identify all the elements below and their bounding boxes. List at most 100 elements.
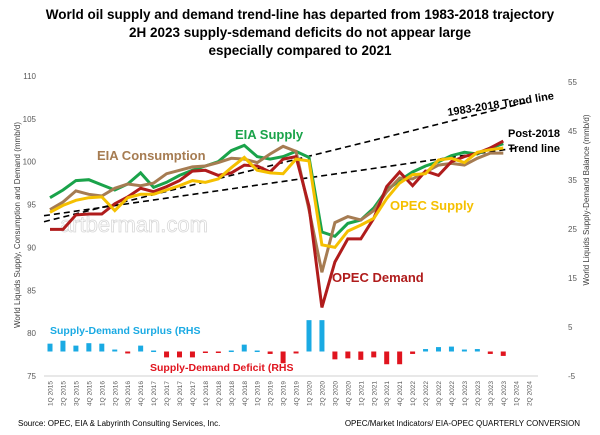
- deficit-bar: [164, 351, 170, 358]
- x-tick-label: 4Q 2015: [86, 381, 93, 406]
- surplus-bar: [436, 347, 441, 352]
- dataset-note: OPEC/Market Indicators/ EIA-OPEC QUARTER…: [344, 419, 580, 428]
- y2-tick-label: 15: [568, 274, 577, 283]
- x-tick-label: 1Q 2016: [99, 381, 106, 406]
- deficit-bar: [177, 351, 182, 358]
- x-tick-label: 4Q 2022: [449, 381, 456, 406]
- watermark: artberman.com: [60, 212, 208, 237]
- deficit-bar: [332, 351, 338, 360]
- y-tick-label: 100: [23, 158, 37, 167]
- x-tick-label: 3Q 2016: [125, 381, 132, 406]
- deficit-bar: [397, 351, 403, 365]
- surplus-bar: [254, 350, 260, 353]
- deficit-bar: [500, 351, 506, 356]
- x-tick-label: 1Q 2018: [203, 381, 210, 406]
- y2-tick-label: 55: [568, 78, 577, 87]
- x-tick-label: 2Q 2022: [423, 381, 430, 406]
- x-tick-label: 1Q 2020: [307, 381, 314, 406]
- deficit-bar: [487, 351, 493, 354]
- x-tick-label: 4Q 2023: [501, 381, 508, 406]
- y-tick-label: 75: [27, 372, 36, 381]
- surplus-bar: [319, 320, 325, 352]
- y2-tick-label: 5: [568, 323, 573, 332]
- deficit-bar: [293, 351, 299, 354]
- y-tick-label: 80: [27, 329, 36, 338]
- x-tick-label: 3Q 2021: [384, 381, 391, 406]
- x-tick-label: 4Q 2016: [138, 381, 145, 406]
- y2-tick-label: 35: [568, 176, 577, 185]
- surplus-bar: [99, 343, 105, 352]
- x-tick-label: 3Q 2020: [332, 381, 339, 406]
- deficit-bar: [267, 351, 273, 354]
- surplus-bar: [423, 349, 429, 352]
- opec-supply-line: [49, 146, 504, 250]
- x-tick-label: 1Q 2021: [358, 381, 365, 406]
- deficit-bar: [202, 351, 208, 353]
- x-tick-label: 3Q 2017: [177, 381, 184, 406]
- deficit-bar: [410, 351, 416, 354]
- deficit-bar: [189, 351, 195, 358]
- x-tick-label: 3Q 2023: [488, 381, 495, 406]
- x-tick-label: 2Q 2019: [268, 381, 275, 406]
- surplus-bar: [151, 350, 157, 353]
- surplus-bar: [241, 344, 247, 352]
- x-tick-label: 2Q 2020: [319, 381, 326, 406]
- surplus-bar: [60, 340, 66, 352]
- deficit-label: Supply-Demand Deficit (RHS: [150, 362, 294, 374]
- surplus-bar: [306, 320, 312, 352]
- opec-demand-label: OPEC Demand: [332, 270, 424, 285]
- surplus-bar: [138, 345, 144, 352]
- surplus-bar: [461, 349, 467, 352]
- x-tick-label: 2Q 2024: [527, 381, 534, 406]
- x-tick-label: 4Q 2021: [397, 381, 404, 406]
- x-tick-label: 2Q 2015: [60, 381, 67, 406]
- surplus-bar: [448, 346, 454, 352]
- deficit-bar: [345, 351, 351, 359]
- x-tick-label: 1Q 2015: [48, 381, 55, 406]
- y2-tick-label: -5: [568, 372, 576, 381]
- x-tick-label: 1Q 2019: [255, 381, 262, 406]
- trend-post-2018-label-1: Post-2018: [508, 128, 560, 140]
- x-tick-label: 3Q 2018: [229, 381, 236, 406]
- x-tick-label: 4Q 2019: [294, 381, 301, 406]
- y-tick-label: 90: [27, 243, 36, 252]
- x-tick-label: 1Q 2017: [151, 381, 158, 406]
- deficit-bar: [125, 351, 131, 354]
- x-tick-label: 3Q 2015: [73, 381, 80, 406]
- x-tick-label: 3Q 2022: [436, 381, 443, 406]
- y-tick-label: 95: [27, 201, 36, 210]
- y2-axis-title: World Liquids Supply-Demand Balance (mmb…: [582, 114, 591, 285]
- x-tick-label: 1Q 2024: [514, 381, 521, 406]
- x-tick-label: 4Q 2018: [242, 381, 249, 406]
- trend-post-2018-label-2: Trend line: [508, 143, 560, 155]
- y-axis-title: World Liquids Supply, Consumption and De…: [13, 122, 22, 328]
- x-tick-label: 2Q 2016: [112, 381, 119, 406]
- x-tick-label: 2Q 2021: [371, 381, 378, 406]
- surplus-bar: [73, 345, 79, 352]
- eia-supply-label: EIA Supply: [235, 127, 304, 142]
- y-tick-label: 85: [27, 286, 36, 295]
- deficit-bar: [215, 351, 221, 353]
- y-tick-label: 105: [23, 115, 37, 124]
- chart-title: World oil supply and demand trend-line h…: [0, 6, 600, 60]
- surplus-bar: [228, 350, 234, 353]
- x-tick-label: 2Q 2017: [164, 381, 171, 406]
- trend-1983-2018-label: 1983-2018 Trend line: [447, 90, 555, 119]
- x-tick-label: 2Q 2023: [475, 381, 482, 406]
- x-tick-label: 2Q 2018: [216, 381, 223, 406]
- eia-consumption-label: EIA Consumption: [97, 148, 206, 163]
- x-tick-label: 4Q 2020: [345, 381, 352, 406]
- surplus-bar: [47, 343, 53, 352]
- surplus-bar: [112, 349, 118, 352]
- deficit-bar: [371, 351, 377, 358]
- surplus-bar: [86, 343, 92, 352]
- deficit-bar: [358, 351, 364, 360]
- y2-tick-label: 45: [568, 127, 577, 136]
- x-tick-label: 4Q 2017: [190, 381, 197, 406]
- title-line-2: 2H 2023 supply-sdemand deficits do not a…: [128, 25, 472, 40]
- x-tick-label: 1Q 2022: [410, 381, 417, 406]
- title-line-1: World oil supply and demand trend-line h…: [45, 7, 555, 22]
- y-tick-label: 110: [23, 72, 36, 81]
